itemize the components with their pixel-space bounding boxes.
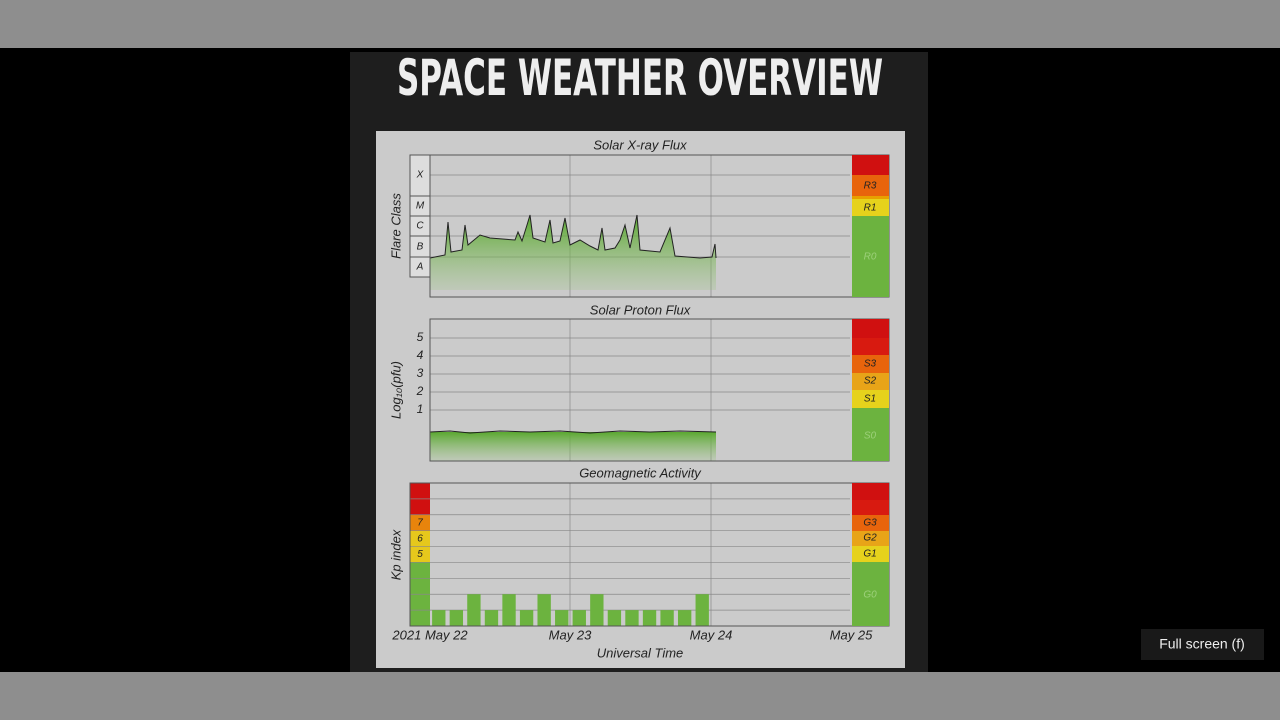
bar bbox=[625, 610, 639, 626]
y-tick-label: 5 bbox=[417, 549, 423, 560]
panel-title: Solar X-ray Flux bbox=[593, 137, 687, 152]
scale-box bbox=[852, 373, 889, 390]
scale-label: R1 bbox=[864, 203, 877, 214]
bar bbox=[467, 594, 481, 626]
x-tick-label: May 25 bbox=[830, 627, 873, 642]
bar bbox=[502, 594, 516, 626]
tooltip: Full screen (f) bbox=[1159, 636, 1245, 652]
scale-label: S2 bbox=[864, 376, 877, 387]
class-label: B bbox=[417, 242, 424, 253]
class-label: X bbox=[416, 170, 424, 181]
scale-label: G2 bbox=[863, 533, 877, 544]
bar bbox=[519, 610, 534, 626]
scale-box bbox=[852, 338, 889, 355]
scale-box bbox=[852, 515, 889, 531]
scale-box bbox=[852, 216, 889, 297]
panel-title: Geomagnetic Activity bbox=[579, 465, 702, 480]
bar bbox=[555, 610, 569, 626]
tick-label: 5 bbox=[417, 330, 424, 344]
class-label: A bbox=[416, 262, 424, 273]
bar bbox=[572, 610, 586, 626]
tick-label: 1 bbox=[417, 402, 424, 416]
bar bbox=[677, 610, 692, 626]
class-label: M bbox=[416, 201, 425, 212]
scale-box bbox=[852, 562, 889, 626]
bar bbox=[660, 610, 674, 626]
scale-label: G3 bbox=[863, 518, 877, 529]
scale-box bbox=[852, 408, 889, 461]
scale-box bbox=[852, 483, 889, 500]
scale-label: G0 bbox=[863, 590, 877, 601]
scale-box bbox=[852, 500, 889, 515]
bar bbox=[484, 610, 499, 626]
class-dividers bbox=[410, 195, 430, 258]
bar bbox=[642, 610, 657, 626]
class-label: C bbox=[416, 221, 424, 232]
proton-line bbox=[429, 430, 717, 434]
scale-label: G1 bbox=[863, 549, 876, 560]
x-axis-title: Universal Time bbox=[597, 645, 684, 660]
scale-label: S0 bbox=[864, 431, 877, 442]
y-label: Log₁₀(pfu) bbox=[388, 361, 403, 419]
kp-column bbox=[410, 515, 430, 531]
scale-label: S3 bbox=[864, 359, 877, 370]
tick-label: 2 bbox=[416, 384, 424, 398]
tick-label: 3 bbox=[417, 366, 424, 380]
chart-bg bbox=[376, 131, 905, 668]
scale-box bbox=[852, 175, 889, 196]
scale-box bbox=[852, 355, 889, 373]
bar bbox=[537, 594, 551, 626]
scale-box bbox=[852, 319, 889, 338]
scale-label: R3 bbox=[864, 181, 877, 192]
proton-fill bbox=[430, 432, 716, 461]
grid bbox=[569, 483, 712, 626]
scale-label: R0 bbox=[864, 252, 877, 263]
scale-box bbox=[852, 196, 889, 199]
scale-box bbox=[852, 155, 889, 175]
xray-line bbox=[429, 214, 717, 259]
scale-box bbox=[852, 390, 889, 408]
scale-label: S1 bbox=[864, 394, 876, 405]
x-tick-label: May 24 bbox=[690, 627, 733, 642]
xray-fill bbox=[430, 215, 716, 290]
scale-box bbox=[852, 546, 889, 562]
bar bbox=[607, 610, 622, 626]
x-tick-label: 2021 May 22 bbox=[391, 627, 468, 642]
bar bbox=[432, 610, 446, 626]
panel-title: Solar Proton Flux bbox=[590, 302, 691, 317]
y-label: Kp index bbox=[388, 529, 403, 580]
y-tick-label: 6 bbox=[417, 533, 423, 544]
bar bbox=[449, 610, 464, 626]
bar bbox=[590, 594, 604, 626]
scale-box bbox=[852, 531, 889, 546]
slide-title: SPACE WEATHER OVERVIEW bbox=[397, 48, 883, 107]
scale-box bbox=[852, 199, 889, 216]
tooltip-bg bbox=[1141, 629, 1264, 660]
x-tick-label: May 23 bbox=[549, 627, 592, 642]
y-tick-label: 7 bbox=[417, 517, 423, 528]
tick-label: 4 bbox=[417, 348, 424, 362]
bar bbox=[695, 594, 709, 626]
y-label: Flare Class bbox=[388, 193, 403, 259]
